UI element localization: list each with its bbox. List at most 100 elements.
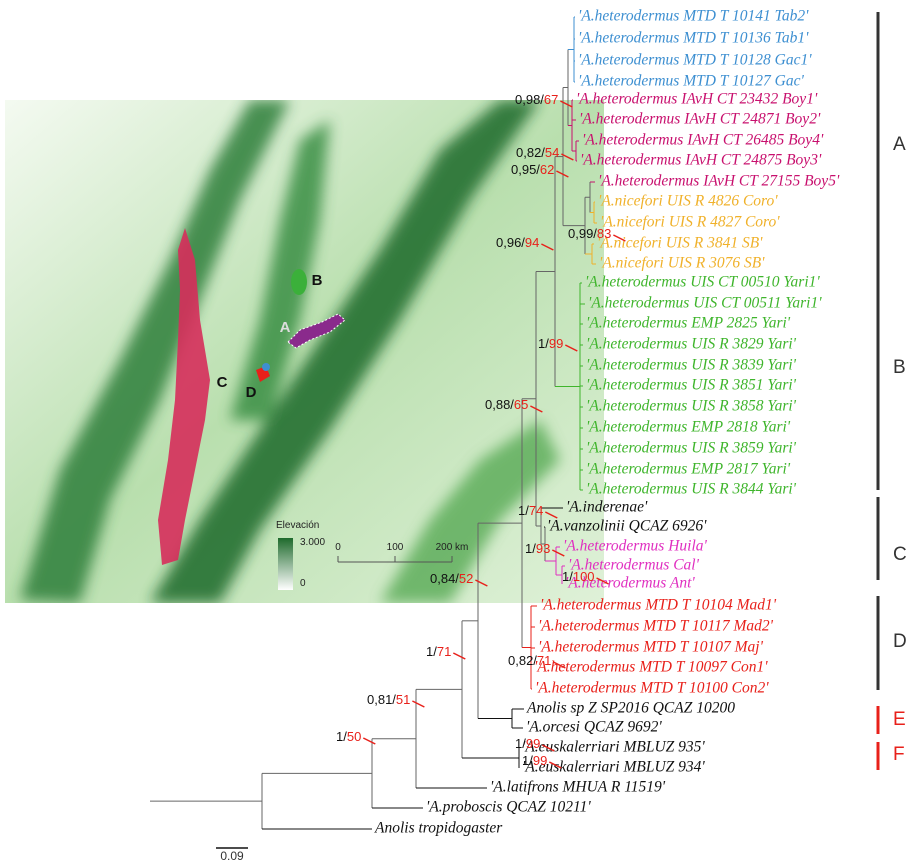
tip-label: Anolis tropidogaster xyxy=(374,820,503,837)
support-value: 0,98/67 xyxy=(515,92,558,107)
tip-label: 'A.nicefori UIS R 3841 SB' xyxy=(597,235,763,252)
posterior: 1/ xyxy=(336,729,347,744)
bootstrap: 54 xyxy=(545,145,559,160)
clade-label: C xyxy=(893,544,907,565)
figure: 0.09 ABCDElevación3.00000100200 km'A.het… xyxy=(0,0,908,863)
bootstrap: 51 xyxy=(396,692,410,707)
tip-label: 'A.euskalerriari MBLUZ 934' xyxy=(522,759,705,776)
tip-label: 'A.heterodermus IAvH CT 24871 Boy2' xyxy=(579,111,821,128)
tip-label: 'A.nicefori UIS R 4827 Coro' xyxy=(600,214,780,231)
tip-label: 'A.heterodermus UIS CT 00510 Yari1' xyxy=(585,274,820,291)
posterior: 0,84/ xyxy=(430,571,459,586)
tip-label: 'A.euskalerriari MBLUZ 935' xyxy=(522,739,705,756)
support-value: 0,82/71 xyxy=(508,653,551,668)
bootstrap: 71 xyxy=(437,644,451,659)
tip-label: 'A.heterodermus EMP 2818 Yari' xyxy=(586,419,791,436)
bootstrap: 71 xyxy=(537,653,551,668)
tip-label: 'A.heterodermus MTD T 10127 Gac' xyxy=(578,73,804,90)
support-tick xyxy=(453,653,465,659)
bootstrap: 67 xyxy=(544,92,558,107)
tip-label: 'A.heterodermus Huila' xyxy=(563,538,707,555)
posterior: 1/ xyxy=(538,336,549,351)
map-label: D xyxy=(246,384,257,401)
posterior: 0,99/ xyxy=(568,226,597,241)
bootstrap: 94 xyxy=(525,235,539,250)
clade-label: D xyxy=(893,631,907,652)
map-label: A xyxy=(280,319,291,336)
support-value: 1/93 xyxy=(525,541,550,556)
posterior: 0,81/ xyxy=(367,692,396,707)
posterior: 1/ xyxy=(426,644,437,659)
tip-label: 'A.heterodermus EMP 2817 Yari' xyxy=(586,461,791,478)
posterior: 0,88/ xyxy=(485,397,514,412)
tip-label: 'A.nicefori UIS R 3076 SB' xyxy=(599,255,765,272)
tip-label: 'A.heterodermus MTD T 10097 Con1' xyxy=(534,659,768,676)
posterior: 1/ xyxy=(562,569,573,584)
bootstrap: 100 xyxy=(573,569,595,584)
bootstrap: 62 xyxy=(540,162,554,177)
posterior: 0,98/ xyxy=(515,92,544,107)
support-value: 0,88/65 xyxy=(485,397,528,412)
tip-label: 'A.heterodermus MTD T 10117 Mad2' xyxy=(538,618,774,635)
tip-label: 'A.proboscis QCAZ 10211' xyxy=(426,799,591,816)
bootstrap: 65 xyxy=(514,397,528,412)
bootstrap: 50 xyxy=(347,729,361,744)
posterior: 0,95/ xyxy=(511,162,540,177)
tip-label: 'A.heterodermus MTD T 10100 Con2' xyxy=(535,680,769,697)
map-scale-label: 0 xyxy=(335,542,341,553)
legend-title: Elevación xyxy=(276,520,319,531)
tip-label: 'A.heterodermus MTD T 10141 Tab2' xyxy=(578,8,809,25)
tip-label: 'A.inderenae' xyxy=(566,499,648,516)
support-value: 1/100 xyxy=(562,569,595,584)
support-value: 0,99/83 xyxy=(568,226,611,241)
bootstrap: 99 xyxy=(549,336,563,351)
posterior: 0,82/ xyxy=(516,145,545,160)
support-value: 1/99 xyxy=(538,336,563,351)
tip-label: 'A.heterodermus EMP 2825 Yari' xyxy=(586,315,791,332)
posterior: 1/ xyxy=(525,541,536,556)
legend-max: 3.000 xyxy=(300,537,325,548)
bootstrap: 99 xyxy=(526,736,540,751)
support-value: 1/71 xyxy=(426,644,451,659)
tip-label: 'A.heterodermus IAvH CT 27155 Boy5' xyxy=(598,173,840,190)
scale-bar-label: 0.09 xyxy=(220,849,244,863)
posterior: 1/ xyxy=(518,503,529,518)
tip-label: 'A.heterodermus IAvH CT 23432 Boy1' xyxy=(576,91,818,108)
support-value: 0,82/54 xyxy=(516,145,559,160)
bootstrap: 83 xyxy=(597,226,611,241)
tip-label: 'A.orcesi QCAZ 9692' xyxy=(526,719,662,736)
support-value: 1/50 xyxy=(336,729,361,744)
tip-label: 'A.latifrons MHUA R 11519' xyxy=(490,779,666,796)
tip-label: 'A.heterodermus UIS CT 00511 Yari1' xyxy=(588,295,822,312)
tip-label: 'A.heterodermus UIS R 3839 Yari' xyxy=(586,357,797,374)
tip-label: 'A.heterodermus UIS R 3829 Yari' xyxy=(586,336,797,353)
tip-label: 'A.heterodermus IAvH CT 26485 Boy4' xyxy=(582,132,824,149)
support-value: 0,84/52 xyxy=(430,571,473,586)
tip-label: 'A.heterodermus IAvH CT 24875 Boy3' xyxy=(580,152,822,169)
support-value: 0,95/62 xyxy=(511,162,554,177)
support-tick xyxy=(412,701,424,707)
tip-label: 'A.heterodermus UIS R 3858 Yari' xyxy=(586,398,797,415)
support-value: 1/99 xyxy=(522,753,547,768)
map-scale-label: 100 xyxy=(387,542,404,553)
clade-label: B xyxy=(893,357,906,378)
map-label: C xyxy=(217,374,228,391)
support-value: 1/74 xyxy=(518,503,543,518)
posterior: 1/ xyxy=(522,753,533,768)
tip-label: 'A.heterodermus MTD T 10104 Mad1' xyxy=(540,597,777,614)
posterior: 1/ xyxy=(515,736,526,751)
support-value: 0,96/94 xyxy=(496,235,539,250)
support-value: 1/99 xyxy=(515,736,540,751)
tip-label: 'A.heterodermus UIS R 3851 Yari' xyxy=(586,377,797,394)
bootstrap: 52 xyxy=(459,571,473,586)
legend-min: 0 xyxy=(300,578,306,589)
tip-label: 'A.vanzolinii QCAZ 6926' xyxy=(547,518,707,535)
tip-label: 'A.nicefori UIS R 4826 Coro' xyxy=(598,193,778,210)
clade-label: E xyxy=(893,709,906,730)
clade-label: F xyxy=(893,744,905,765)
support-value: 0,81/51 xyxy=(367,692,410,707)
posterior: 0,96/ xyxy=(496,235,525,250)
tip-label: 'A.heterodermus MTD T 10136 Tab1' xyxy=(578,30,809,47)
legend-bar xyxy=(278,538,293,590)
bootstrap: 99 xyxy=(533,753,547,768)
